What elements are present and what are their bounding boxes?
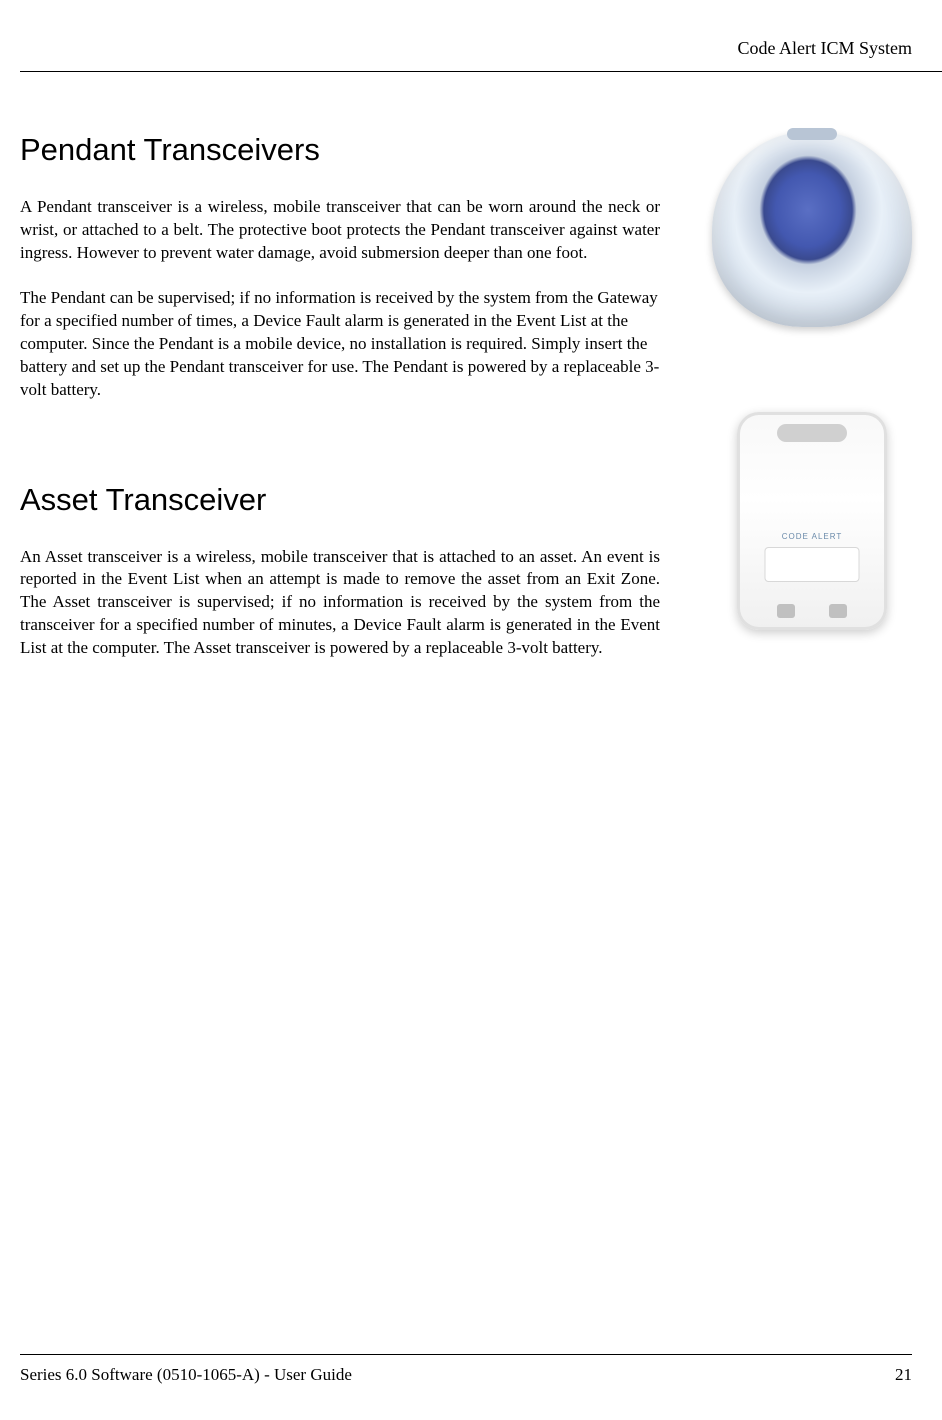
section-pendant: CODE ALERT Pendant Transceivers A Pendan… [20,132,912,402]
page-header: Code Alert ICM System [0,38,942,59]
section-asset: Asset Transceiver An Asset transceiver i… [20,482,912,661]
footer-document-title: Series 6.0 Software (0510-1065-A) - User… [20,1365,352,1385]
footer-rule [20,1354,912,1355]
content-area: CODE ALERT Pendant Transceivers A Pendan… [0,72,942,660]
paragraph-pendant-2: The Pendant can be supervised; if no inf… [20,287,660,402]
heading-asset: Asset Transceiver [20,482,912,518]
paragraph-pendant-1: A Pendant transceiver is a wireless, mob… [20,196,660,265]
pendant-transceiver-photo [712,132,912,327]
footer-page-number: 21 [895,1365,912,1385]
header-product-name: Code Alert ICM System [738,38,913,58]
footer-row: Series 6.0 Software (0510-1065-A) - User… [20,1365,912,1385]
page-footer: Series 6.0 Software (0510-1065-A) - User… [20,1354,912,1385]
paragraph-asset-1: An Asset transceiver is a wireless, mobi… [20,546,660,661]
page-container: Code Alert ICM System CODE ALERT Pendant… [0,0,942,1420]
